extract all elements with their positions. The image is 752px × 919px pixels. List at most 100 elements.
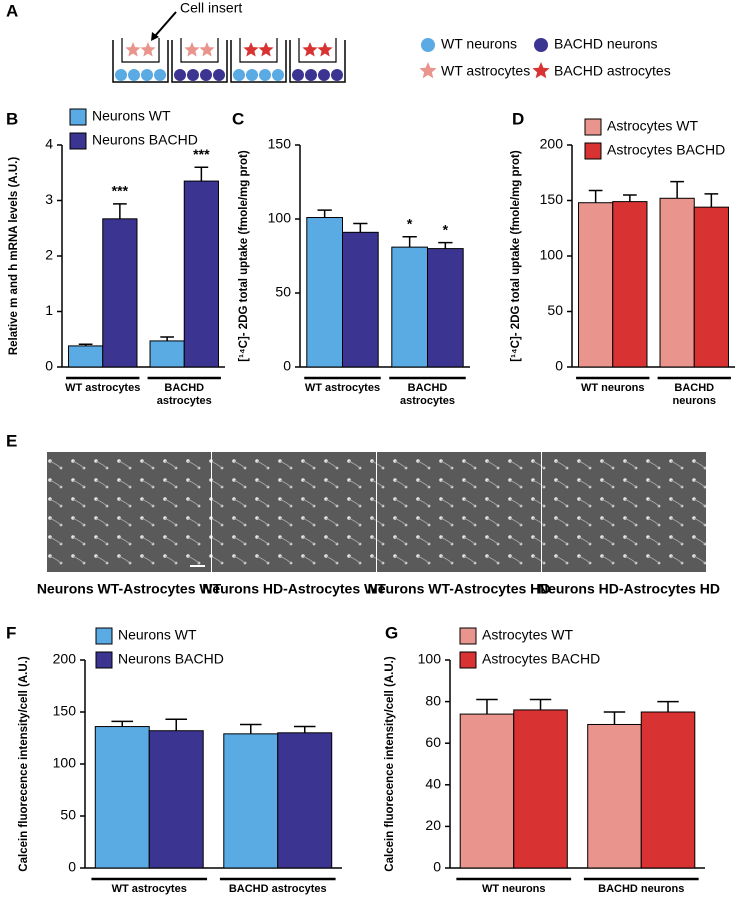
significance: * — [407, 215, 413, 231]
y-tick-label: 0 — [45, 358, 53, 374]
well-diagram — [112, 38, 346, 83]
neuron — [154, 69, 166, 81]
y-axis-label: [¹⁴C]- 2DG total uptake (fmole/mg prot) — [238, 150, 250, 362]
legend-swatch — [69, 132, 87, 150]
error-bar — [239, 723, 262, 734]
error-bar — [353, 222, 368, 233]
legend-label: Astrocytes BACHD — [607, 142, 725, 158]
bar — [223, 733, 279, 869]
y-tick-label: 100 — [268, 210, 292, 226]
x-tick-label: BACHD astrocytes — [399, 382, 456, 407]
error-bar — [704, 193, 719, 208]
y-tick-label: 0 — [433, 859, 441, 875]
y-tick-label: 1 — [45, 302, 53, 318]
significance: *** — [112, 183, 129, 199]
significance: * — [443, 221, 449, 237]
bar — [94, 726, 150, 869]
diagram-legend: WT neurons — [441, 36, 517, 52]
panel-label: D — [512, 109, 524, 128]
chart: 0 50 100 150 200 [¹⁴C]- 2DG total uptake (fmo… — [510, 118, 735, 407]
panel-label: F — [6, 623, 16, 642]
legend-label: Neurons BACHD — [92, 132, 198, 148]
astrocyte — [184, 42, 200, 57]
legend-swatch — [421, 38, 435, 52]
bar — [183, 180, 219, 368]
error-bar — [293, 725, 316, 733]
y-tick-label: 40 — [425, 776, 441, 792]
category-box: WT astrocytes — [112, 883, 187, 895]
y-label-box: Calcein fluorecence intensity/cell (A.U.… — [384, 656, 396, 872]
legend-swatch — [459, 651, 477, 669]
well — [289, 40, 346, 83]
y-axis-label: Relative m and h mRNA levels (A.U.) — [8, 156, 20, 356]
x-tick-label: WT neurons — [580, 382, 645, 394]
x-tick-label: WT astrocytes — [65, 382, 141, 394]
image-caption: Neurons WT-Astrocytes HD — [368, 581, 551, 597]
image-caption: Neurons HD-Astrocytes HD — [538, 581, 720, 597]
x-tick-label: BACHD astrocytes — [228, 883, 327, 895]
astrocyte — [243, 42, 259, 57]
diagram-legend: BACHD astrocytes — [554, 63, 671, 79]
micrograph — [542, 452, 706, 572]
neuron — [246, 69, 258, 81]
y-tick-label: 0 — [68, 859, 76, 875]
neuron — [115, 69, 127, 81]
category-box: BACHD neurons — [598, 883, 684, 895]
well — [112, 40, 169, 83]
error-bar — [113, 203, 127, 219]
y-tick-label: 150 — [268, 136, 292, 152]
error-bar — [657, 700, 679, 712]
neuron — [141, 69, 153, 81]
y-tick-label: 100 — [540, 247, 564, 263]
error-bar — [603, 711, 626, 725]
category-box: WT neurons — [482, 883, 546, 895]
neuron — [318, 69, 330, 81]
bar — [391, 246, 428, 368]
diagram-legend: WT astrocytes — [441, 63, 530, 79]
legend-swatch — [532, 62, 550, 79]
bar — [578, 202, 614, 368]
legend-swatch — [459, 627, 477, 645]
y-tick-label: 0 — [555, 358, 563, 374]
chart: 0 20 40 60 80 100 Calcein fluorecence intensit… — [384, 627, 705, 895]
neuron — [213, 69, 225, 81]
category-box: BACHD astrocytes — [228, 883, 327, 895]
error-bar — [194, 166, 209, 182]
legend-label: Neurons WT — [118, 627, 197, 643]
error-bar — [78, 343, 93, 346]
image-caption: Neurons WT-Astrocytes WT — [37, 581, 222, 597]
bar — [149, 340, 185, 368]
neuron — [174, 69, 186, 81]
panel-label: E — [6, 431, 17, 450]
legend-label: Neurons BACHD — [118, 651, 224, 667]
neuron — [292, 69, 304, 81]
y-tick-label: 150 — [53, 703, 77, 719]
bar — [640, 711, 696, 869]
error-bar — [160, 336, 174, 341]
category-box: BACHD neurons — [673, 382, 716, 407]
neuron — [187, 69, 199, 81]
panel-label: C — [232, 109, 244, 128]
y-axis-label: [¹⁴C]- 2DG total uptake (fmole/mg prot) — [510, 150, 522, 362]
legend-label: Astrocytes BACHD — [482, 651, 600, 667]
legend-swatch — [584, 118, 602, 136]
astrocyte — [199, 42, 215, 57]
y-tick-label: 50 — [547, 302, 563, 318]
astrocyte — [140, 42, 156, 57]
y-label-box: [¹⁴C]- 2DG total uptake (fmole/mg prot) — [510, 150, 522, 362]
y-tick-label: 150 — [540, 191, 564, 207]
y-label-box: Relative m and h mRNA levels (A.U.) — [8, 156, 20, 356]
panel-label: G — [385, 623, 398, 642]
image-caption: Neurons HD-Astrocytes WT — [202, 581, 386, 597]
panel-label: B — [6, 109, 18, 128]
legend-label: Astrocytes WT — [482, 627, 573, 643]
y-tick-label: 4 — [45, 136, 53, 152]
y-tick-label: 3 — [45, 191, 53, 207]
astrocyte — [125, 42, 141, 57]
error-bar — [670, 180, 684, 199]
micrographs — [47, 452, 706, 572]
y-tick-label: 100 — [53, 755, 77, 771]
bar — [102, 218, 138, 368]
y-axis-label: Calcein fluorecence intensity/cell (A.U.… — [384, 656, 396, 872]
